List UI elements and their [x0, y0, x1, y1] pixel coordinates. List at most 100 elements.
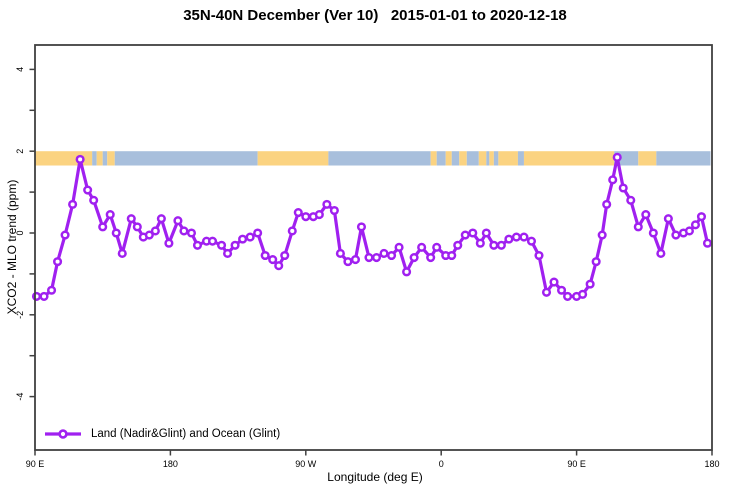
y-axis-label: XCO2 - MLO trend (ppm) [5, 179, 19, 315]
x-tick-label: 90 E [567, 459, 586, 469]
data-point [612, 152, 622, 162]
y-tick-label: 2 [15, 149, 25, 154]
data-point [489, 240, 499, 250]
data-point [394, 242, 404, 252]
data-point [364, 252, 374, 263]
data-point [179, 226, 189, 236]
ocean-band-segment [328, 151, 431, 166]
data-point [173, 216, 183, 226]
data-point [53, 257, 63, 267]
data-point [641, 210, 651, 220]
land-band-segment [96, 151, 103, 166]
data-point [379, 248, 389, 258]
data-point [111, 228, 121, 238]
data-point [432, 242, 442, 252]
data-point [702, 238, 713, 248]
data-point [496, 240, 506, 250]
data-point [684, 226, 694, 236]
data-point [656, 248, 666, 258]
data-point [75, 154, 85, 164]
data-point [417, 242, 427, 252]
ocean-band-segment [114, 151, 258, 166]
ocean-band-segment [466, 151, 479, 166]
data-point [504, 234, 514, 244]
y-tick-label: 4 [15, 67, 25, 72]
y-tick-label: -2 [15, 311, 25, 319]
data-point [253, 228, 263, 238]
data-point [287, 226, 297, 236]
chart-title: 35N-40N December (Ver 10) 2015-01-01 to … [183, 7, 567, 24]
ocean-band-segment [493, 151, 499, 166]
data-point [343, 257, 353, 267]
data-point [46, 285, 57, 295]
data-point [105, 210, 115, 220]
data-point [557, 285, 567, 295]
data-point [322, 199, 332, 209]
data-point [481, 228, 491, 238]
data-point [578, 289, 588, 299]
data-point [192, 240, 203, 250]
data-point [223, 248, 233, 258]
data-point [293, 208, 303, 218]
x-tick-label: 180 [163, 459, 178, 469]
data-point [563, 291, 573, 301]
data-point [217, 240, 227, 250]
data-point [238, 234, 248, 244]
ocean-band-segment [656, 151, 711, 166]
ocean-band-segment [517, 151, 524, 166]
land-band-segment [445, 151, 452, 166]
y-tick-label: 0 [15, 230, 25, 235]
data-point [371, 252, 382, 263]
land-band-segment [489, 151, 494, 166]
plot-border [34, 44, 713, 451]
data-point [549, 277, 559, 287]
ocean-band-segment [102, 151, 108, 166]
data-point [618, 183, 628, 193]
data-point [39, 291, 49, 301]
data-point [164, 238, 174, 248]
data-point [541, 287, 552, 297]
data-point [314, 210, 324, 220]
data-point [534, 250, 544, 261]
data-point [453, 240, 463, 250]
data-point [648, 228, 658, 238]
data-point [150, 226, 160, 236]
data-point [468, 228, 478, 238]
ocean-band-segment [486, 151, 490, 166]
data-point [83, 185, 93, 195]
data-point [690, 220, 701, 230]
data-point [230, 240, 240, 250]
data-point [144, 230, 154, 240]
x-tick-label: 180 [704, 459, 719, 469]
legend-series-symbol [45, 429, 81, 439]
data-point [597, 230, 607, 240]
data-point [126, 214, 136, 224]
data-point [633, 222, 643, 232]
land-band-segment [459, 151, 467, 166]
x-tick-label: 90 W [295, 459, 317, 469]
data-point [60, 230, 70, 240]
ocean-band-segment [436, 151, 446, 166]
data-point [447, 250, 457, 261]
land-band-segment [498, 151, 518, 166]
data-point [402, 267, 412, 277]
data-point [409, 252, 419, 263]
data-point [68, 199, 78, 209]
data-point [591, 257, 601, 267]
land-band-segment [638, 151, 657, 166]
data-point [608, 175, 618, 185]
land-band-segment [523, 151, 615, 166]
land-band-segment [257, 151, 329, 166]
data-point [89, 195, 99, 205]
data-point [301, 212, 311, 222]
data-point [602, 199, 612, 209]
data-point [460, 230, 470, 240]
data-point [186, 228, 197, 238]
data-point [626, 195, 636, 205]
data-point [156, 214, 166, 224]
data-point [356, 222, 367, 232]
data-point [117, 248, 127, 258]
land-band-segment [430, 151, 437, 166]
